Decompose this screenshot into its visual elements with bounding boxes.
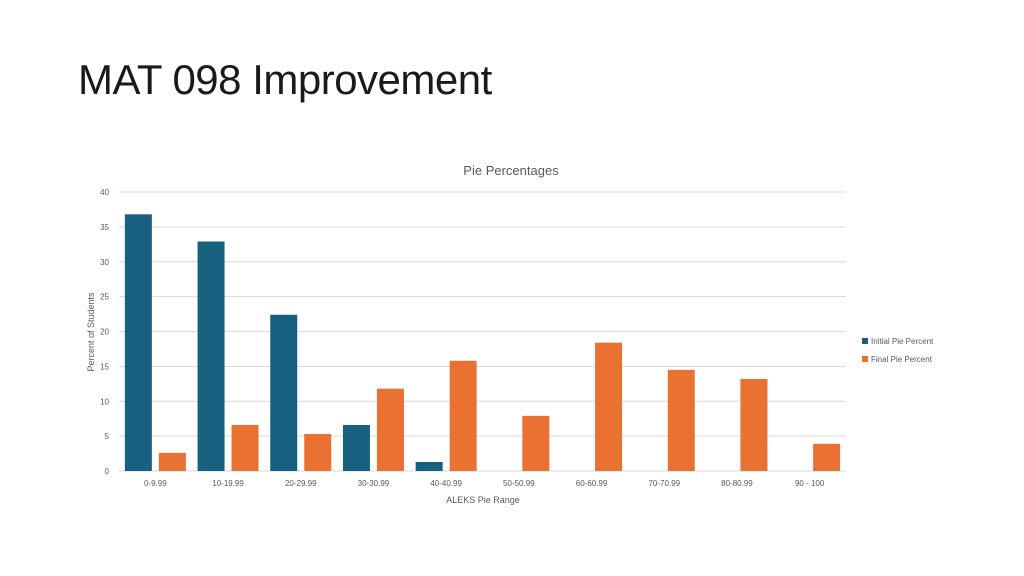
legend-swatch <box>862 338 868 344</box>
bar-initial-3 <box>342 424 370 471</box>
legend: Initial Pie Percent Final Pie Percent <box>862 337 934 364</box>
bar-initial-1 <box>197 241 225 471</box>
bar-final-3 <box>376 388 404 471</box>
x-tick-label: 20-29.99 <box>285 479 317 488</box>
bars <box>124 214 841 471</box>
x-axis-ticks: 0-9.99 10-19.99 20-29.99 30-30.99 40-40.99 50… <box>144 479 825 488</box>
x-tick-label: 90 - 100 <box>795 479 825 488</box>
x-axis-label: ALEKS Pie Range <box>446 495 520 505</box>
bar-final-0 <box>158 452 186 471</box>
y-tick-label: 10 <box>100 397 109 406</box>
y-tick-label: 0 <box>105 467 110 476</box>
legend-label: Initial Pie Percent <box>871 337 934 346</box>
bar-final-6 <box>595 342 623 471</box>
y-tick-label: 5 <box>105 432 110 441</box>
x-tick-label: 0-9.99 <box>144 479 167 488</box>
y-tick-label: 40 <box>100 188 109 197</box>
bar-final-2 <box>304 434 332 471</box>
y-axis-ticks: 0 5 10 15 20 25 30 35 40 <box>100 188 109 476</box>
bar-initial-4 <box>415 461 443 471</box>
gridlines <box>119 191 846 472</box>
bar-final-7 <box>667 369 695 471</box>
chart-title: Pie Percentages <box>463 163 559 178</box>
y-axis-label: Percent of Students <box>86 292 96 372</box>
bar-final-5 <box>522 415 550 471</box>
x-tick-label: 70-70.99 <box>648 479 680 488</box>
x-tick-label: 30-30.99 <box>358 479 390 488</box>
y-tick-label: 15 <box>100 362 109 371</box>
legend-swatch <box>862 356 868 362</box>
y-tick-label: 20 <box>100 328 109 337</box>
x-tick-label: 40-40.99 <box>430 479 462 488</box>
x-tick-label: 50-50.99 <box>503 479 535 488</box>
bar-final-1 <box>231 424 259 471</box>
y-tick-label: 30 <box>100 258 109 267</box>
bar-initial-2 <box>270 314 298 471</box>
y-tick-label: 35 <box>100 223 109 232</box>
bar-final-4 <box>449 360 477 471</box>
x-tick-label: 80-80.99 <box>721 479 753 488</box>
bar-initial-0 <box>124 214 152 471</box>
bar-final-8 <box>740 378 768 471</box>
x-tick-label: 10-19.99 <box>212 479 244 488</box>
legend-label: Final Pie Percent <box>871 355 933 364</box>
y-tick-label: 25 <box>100 293 109 302</box>
slide-title: MAT 098 Improvement <box>78 56 492 103</box>
x-tick-label: 60-60.99 <box>576 479 608 488</box>
bar-final-9 <box>813 443 841 471</box>
